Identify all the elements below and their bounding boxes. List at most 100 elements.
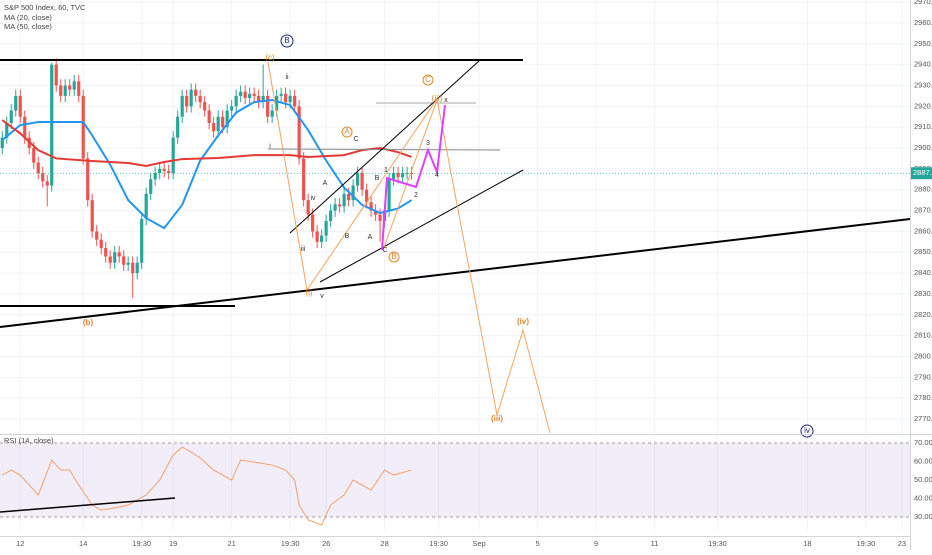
candle-body	[108, 256, 112, 263]
candle-body	[207, 110, 211, 123]
wave-label: (iii)	[491, 414, 503, 423]
candle-body	[122, 256, 126, 265]
label-circle	[800, 424, 814, 438]
wave-label: 3	[426, 140, 430, 147]
rsi-line	[2, 446, 412, 526]
candle-body	[257, 95, 261, 103]
wave-label: B	[375, 175, 380, 182]
candle-body	[333, 204, 337, 211]
x-tick-label: 18	[803, 539, 811, 548]
wave-label: (iv)	[517, 317, 529, 326]
candle-body	[293, 95, 297, 107]
y-tick-label: 2880.0	[914, 185, 932, 194]
y-tick-label: 2780.0	[914, 393, 932, 402]
y-tick-label: 2930.0	[914, 80, 932, 89]
legend-entry: MA (20, close)	[4, 13, 52, 22]
candle-body	[351, 185, 355, 201]
x-tick-label: 23	[898, 539, 906, 548]
candle-body	[396, 173, 400, 178]
candle-body	[5, 122, 9, 138]
x-tick-label: 19:30	[429, 539, 448, 548]
x-tick-label: 19:30	[857, 539, 876, 548]
wave-label: C	[353, 136, 358, 143]
candle-body	[63, 85, 67, 96]
y-tick-label: 2960.0	[914, 18, 932, 27]
wave-label: (c)	[265, 53, 275, 62]
legend-entry: RSI (14, close)	[4, 436, 54, 445]
candle-body	[239, 91, 243, 96]
y-tick-label: 2870.0	[914, 206, 932, 215]
candle-body	[95, 231, 99, 240]
wave-label: A	[368, 234, 373, 241]
candle-body	[50, 64, 54, 186]
candle-body	[41, 173, 45, 182]
candle-body	[365, 189, 369, 203]
candle-body	[243, 91, 247, 98]
candle-body	[266, 95, 270, 117]
candle-body	[185, 95, 189, 107]
candle-body	[36, 162, 40, 174]
x-tick-label: 19:30	[132, 539, 151, 548]
candle-body	[144, 193, 148, 219]
candle-body	[126, 262, 130, 265]
projection-path	[382, 99, 438, 251]
candle-body	[387, 179, 391, 211]
candle-body	[400, 173, 405, 178]
candle-body	[77, 81, 81, 96]
y-tick-label: 2910.0	[914, 122, 932, 131]
candle-body	[162, 168, 166, 171]
candle-body	[32, 148, 36, 163]
y-tick-label: 2940.0	[914, 60, 932, 69]
candle-body	[275, 95, 279, 111]
x-tick-label: 11	[651, 539, 659, 548]
wave-label: B	[391, 252, 396, 261]
wave-label: (i)	[305, 288, 312, 297]
candle-body	[140, 218, 144, 263]
chart-title: S&P 500 Index, 60, TVC	[4, 3, 86, 12]
x-tick-label: 12	[16, 539, 24, 548]
wave-label: iv	[310, 195, 316, 202]
legend: S&P 500 Index, 60, TVC MA (20, close) MA…	[4, 3, 86, 445]
candle-body	[86, 158, 90, 201]
y-tick-label: 2840.0	[914, 268, 932, 277]
y-tick-label: 2860.0	[914, 226, 932, 235]
candle-body	[171, 137, 175, 174]
x-tick-label: 19:30	[281, 539, 300, 548]
candle-body	[81, 95, 85, 159]
channel-line	[289, 59, 481, 234]
candle-body	[189, 89, 193, 107]
candle-body	[297, 106, 301, 159]
wave-label: (iii)	[432, 94, 443, 103]
candle-body	[180, 95, 184, 117]
candle-body	[270, 110, 274, 117]
wave-label: iv	[804, 426, 810, 435]
x-tick-label: 21	[227, 539, 235, 548]
y-tick-label: 40.00	[914, 494, 932, 503]
x-tick-label: 19	[169, 539, 177, 548]
x-tick-label: Sep	[472, 539, 485, 548]
wave-label: (b)	[83, 318, 94, 327]
candle-body	[306, 200, 310, 215]
candle-body	[23, 116, 27, 138]
channel-line	[319, 169, 524, 283]
projection-path	[267, 61, 551, 434]
candle-body	[54, 64, 58, 86]
candle-body	[113, 252, 117, 263]
candle-body	[360, 173, 364, 190]
candle-body	[230, 106, 234, 111]
y-tick-label: 2820.0	[914, 310, 932, 319]
last-price-box	[911, 167, 932, 180]
wave-label: 4	[435, 172, 439, 179]
candle-body	[216, 116, 220, 132]
trend-line	[0, 218, 911, 328]
x-tick-label: 14	[79, 539, 87, 548]
y-tick-label: 2790.0	[914, 372, 932, 381]
candle-body	[374, 210, 378, 215]
level-line	[267, 148, 501, 151]
candle-body	[59, 85, 63, 96]
candle-body	[117, 252, 121, 257]
y-tick-label: 2770.0	[914, 414, 932, 423]
wave-label: B	[345, 233, 350, 240]
candle-body	[221, 116, 225, 128]
